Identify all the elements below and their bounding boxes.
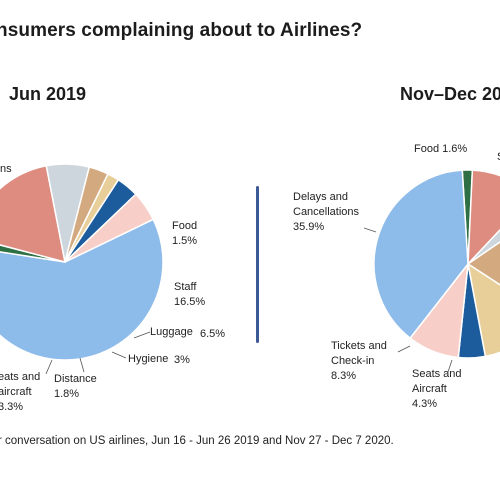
left-pie-subtitle: Jun 2019: [9, 84, 87, 104]
label-right-seats: Seats and Aircraft 4.3%: [412, 368, 462, 410]
pie-slice-food: [0, 244, 66, 263]
label-left-hygiene: Hygiene: [128, 353, 168, 365]
label-right-delays: Delays and Cancellations 35.9%: [293, 191, 360, 233]
label-left-distance: Distance 1.8%: [54, 373, 97, 400]
pie-nov-dec-2020: [373, 169, 500, 359]
leader-left-luggage: [133, 331, 151, 339]
leader-right-delays: [363, 227, 377, 233]
label-right-staff: S: [497, 151, 500, 163]
pie-slice-hygiene: [466, 241, 500, 286]
leader-right-tickets: [397, 345, 411, 353]
pie-jun-2019: [0, 163, 164, 361]
leader-right-seats: [447, 359, 453, 373]
pie-slice-staff: [467, 169, 500, 266]
label-left-hygiene-value: 3%: [174, 354, 190, 366]
label-left-luggage: Luggage: [150, 326, 193, 338]
label-right-food: Food 1.6%: [414, 143, 467, 155]
leader-left-distance: [79, 357, 85, 373]
pie-slice-staff: [0, 164, 66, 264]
pie-slice-tickets: [64, 193, 155, 263]
label-left-staff: Staff 16.5%: [174, 281, 205, 308]
label-left-luggage-value: 6.5%: [200, 328, 225, 340]
right-pie-subtitle: Nov–Dec 20: [400, 84, 500, 104]
leader-left-seats: [45, 359, 53, 375]
label-left-delays: ns: [0, 163, 12, 175]
pie-slice-delays: [373, 169, 469, 340]
footnote: r conversation on US airlines, Jun 16 - …: [0, 435, 394, 447]
label-left-seats: eats and aircraft 3.3%: [0, 371, 40, 413]
label-right-tickets: Tickets and Check-in 8.3%: [331, 340, 387, 382]
chart-title: nsumers complaining about to Airlines?: [0, 20, 363, 41]
leader-left-hygiene: [111, 351, 127, 359]
label-left-food: Food 1.5%: [172, 220, 197, 247]
pie-slice-luggage: [467, 228, 500, 265]
divider-line: [256, 186, 259, 343]
pie-slice-delays: [0, 218, 164, 361]
pie-labels: ns Food 1.5% Staff 16.5% Luggage 6.5% Hygiene 3%…: [0, 143, 500, 413]
pie-slice-distance: [466, 262, 500, 358]
